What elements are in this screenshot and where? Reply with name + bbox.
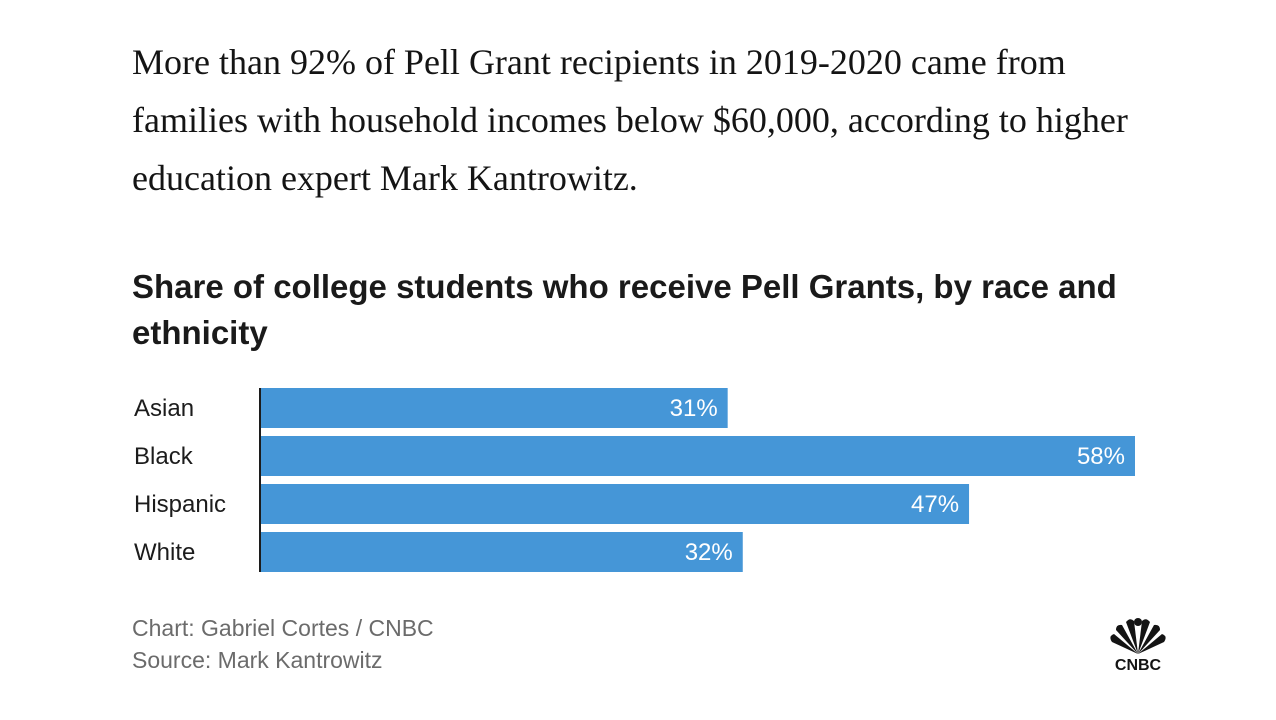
cnbc-wordmark: CNBC bbox=[1115, 657, 1162, 674]
chart-credit: Chart: Gabriel Cortes / CNBC bbox=[132, 615, 434, 641]
bar-value-label: 32% bbox=[685, 539, 733, 566]
category-label: Black bbox=[134, 443, 194, 470]
bar bbox=[260, 388, 728, 428]
bar-chart: Asian 31% Black 58% Hispanic 47% White 32% bbox=[134, 388, 1135, 572]
cnbc-logo: CNBC bbox=[1110, 618, 1166, 674]
bar bbox=[260, 484, 970, 524]
bar-value-label: 47% bbox=[911, 491, 959, 518]
category-label: Asian bbox=[134, 395, 194, 422]
bar-value-label: 31% bbox=[670, 395, 718, 422]
source-credit: Source: Mark Kantrowitz bbox=[132, 647, 383, 673]
bar bbox=[260, 532, 743, 572]
peacock-icon bbox=[1110, 618, 1166, 654]
chart-title: Share of college students who receive Pe… bbox=[132, 268, 1117, 351]
category-label: Hispanic bbox=[134, 491, 226, 518]
bar-value-label: 58% bbox=[1077, 443, 1125, 470]
category-label: White bbox=[134, 539, 195, 566]
bar bbox=[260, 436, 1135, 476]
intro-paragraph: More than 92% of Pell Grant recipients i… bbox=[132, 42, 1128, 198]
